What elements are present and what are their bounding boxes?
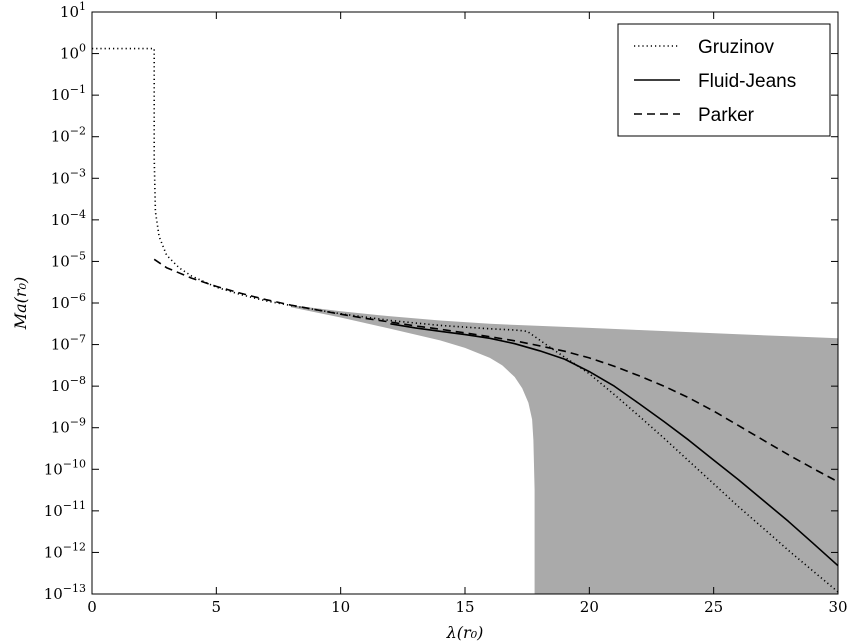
y-tick-label: 10−4: [51, 208, 86, 229]
legend-label-fluid-jeans: Fluid-Jeans: [698, 71, 796, 92]
y-tick-label: 10−13: [44, 582, 86, 603]
tick-label-layer: 0 5 10 15 20 25 30 10−13 10−12 10−11 10−10 10−9 10−8…: [44, 0, 848, 616]
x-tick-label: 0: [87, 598, 97, 616]
legend: Gruzinov Fluid-Jeans Parker: [617, 23, 831, 137]
y-tick-label: 100: [60, 42, 86, 63]
x-tick-label: 25: [704, 598, 723, 616]
y-tick-label: 10−6: [51, 291, 86, 312]
x-tick-label: 30: [828, 598, 847, 616]
x-tick-label: 15: [455, 598, 474, 616]
x-axis-label: λ(r₀): [446, 623, 484, 642]
legend-label-parker: Parker: [698, 105, 755, 126]
legend-label-gruzinov: Gruzinov: [698, 37, 775, 58]
y-tick-label: 10−3: [51, 166, 86, 187]
series-line-gruzinov: [92, 47, 839, 593]
y-tick-label: 10−10: [44, 457, 86, 478]
y-tick-label: 10−8: [51, 374, 86, 395]
shaded-region: [290, 305, 838, 594]
y-tick-label: 10−5: [51, 249, 86, 270]
series-line-parker: [153, 258, 839, 483]
x-tick-label: 20: [580, 598, 599, 616]
y-tick-label: 10−12: [44, 540, 86, 561]
x-tick-label: 10: [331, 598, 350, 616]
y-tick-label: 101: [60, 0, 86, 21]
shaded-region-layer: [290, 305, 838, 594]
y-tick-label: 10−1: [51, 83, 86, 104]
y-tick-label: 10−7: [51, 333, 86, 354]
y-tick-label: 10−9: [51, 416, 86, 437]
y-tick-label: 10−2: [51, 125, 86, 146]
series-layer: [92, 47, 839, 593]
y-tick-label: 10−11: [44, 499, 86, 520]
tick-layer: [91, 11, 839, 595]
x-tick-label: 5: [212, 598, 222, 616]
y-axis-label: Ma(r₀): [11, 277, 30, 330]
series-line-fluid-jeans: [390, 323, 839, 567]
